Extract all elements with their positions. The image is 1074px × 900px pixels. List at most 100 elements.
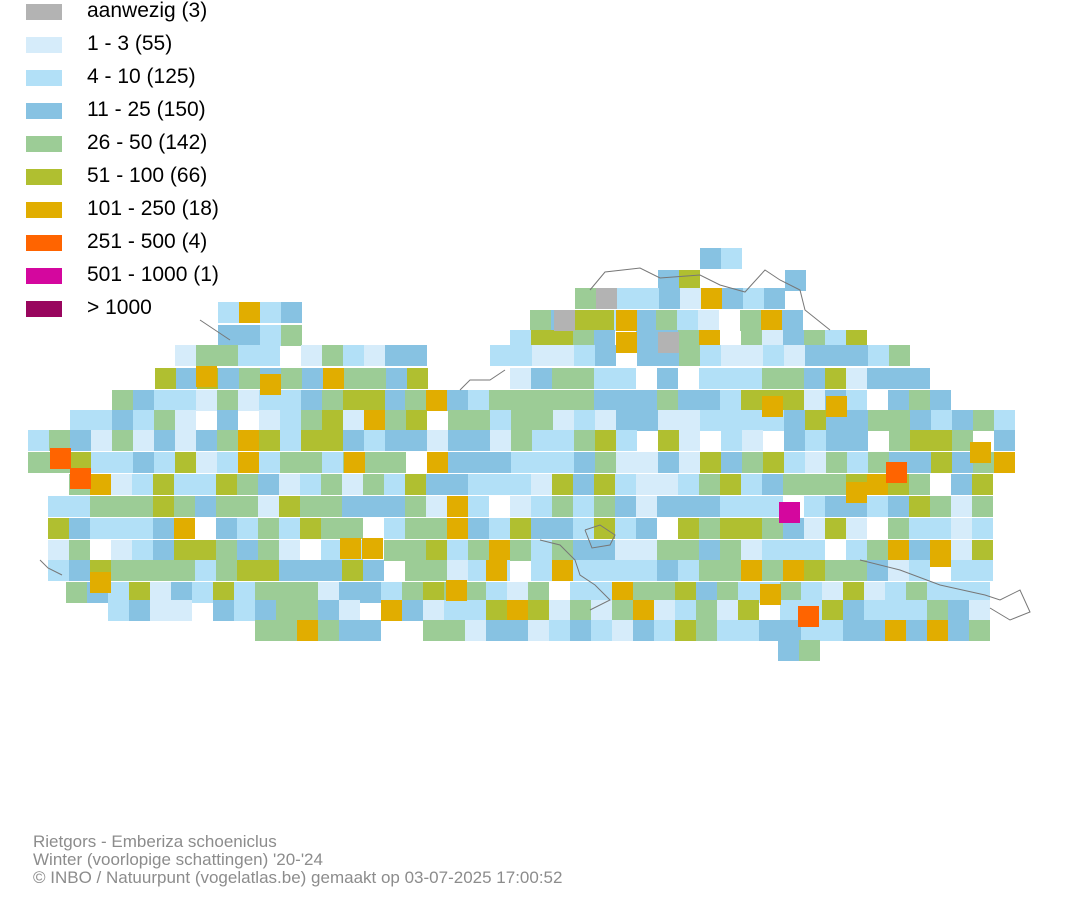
- grid-cell: [678, 496, 699, 517]
- grid-cell: [867, 474, 888, 495]
- grid-cell: [238, 345, 259, 366]
- grid-cell: [658, 430, 679, 451]
- grid-cell: [846, 368, 867, 389]
- grid-cell: [255, 620, 276, 641]
- grid-cell: [259, 390, 280, 411]
- grid-cell: [300, 518, 321, 539]
- grid-cell: [760, 584, 781, 605]
- legend-label: 101 - 250 (18): [87, 197, 219, 220]
- grid-cell: [633, 620, 654, 641]
- grid-cell: [742, 410, 763, 431]
- grid-cell: [90, 572, 111, 593]
- legend-swatch: [26, 70, 62, 86]
- grid-cell: [322, 390, 343, 411]
- grid-cell: [259, 345, 280, 366]
- grid-cell: [239, 368, 260, 389]
- grid-cell: [213, 600, 234, 621]
- grid-cell: [301, 430, 322, 451]
- grid-cell: [951, 518, 972, 539]
- grid-cell: [465, 620, 486, 641]
- grid-cell: [108, 600, 129, 621]
- grid-cell: [822, 600, 843, 621]
- grid-cell: [532, 452, 553, 473]
- grid-cell: [364, 430, 385, 451]
- grid-cell: [280, 410, 301, 431]
- grid-cell: [486, 582, 507, 603]
- grid-cell: [531, 560, 552, 581]
- grid-cell: [218, 302, 239, 323]
- grid-cell: [132, 474, 153, 495]
- grid-cell: [594, 496, 615, 517]
- grid-cell: [930, 390, 951, 411]
- legend-label: 501 - 1000 (1): [87, 263, 219, 286]
- grid-cell: [554, 310, 575, 331]
- grid-cell: [90, 496, 111, 517]
- grid-cell: [279, 540, 300, 561]
- grid-cell: [678, 560, 699, 581]
- grid-cell: [759, 620, 780, 641]
- grid-cell: [761, 310, 782, 331]
- grid-cell: [196, 345, 217, 366]
- grid-cell: [360, 582, 381, 603]
- grid-cell: [511, 430, 532, 451]
- grid-cell: [171, 600, 192, 621]
- grid-cell: [612, 600, 633, 621]
- grid-cell: [764, 288, 785, 309]
- grid-cell: [804, 518, 825, 539]
- grid-cell: [780, 582, 801, 603]
- grid-cell: [951, 560, 972, 581]
- grid-cell: [762, 474, 783, 495]
- grid-cell: [948, 620, 969, 641]
- grid-cell: [153, 540, 174, 561]
- grid-cell: [217, 345, 238, 366]
- grid-cell: [174, 474, 195, 495]
- grid-cell: [762, 560, 783, 581]
- grid-cell: [532, 345, 553, 366]
- grid-cell: [384, 496, 405, 517]
- grid-cell: [363, 496, 384, 517]
- grid-cell: [339, 582, 360, 603]
- grid-cell: [721, 452, 742, 473]
- grid-cell: [679, 410, 700, 431]
- grid-cell: [405, 518, 426, 539]
- grid-cell: [742, 452, 763, 473]
- grid-cell: [889, 410, 910, 431]
- grid-cell: [279, 560, 300, 581]
- grid-cell: [951, 474, 972, 495]
- grid-cell: [260, 374, 281, 395]
- grid-cell: [213, 582, 234, 603]
- grid-cell: [239, 325, 260, 346]
- grid-cell: [594, 540, 615, 561]
- grid-cell: [321, 474, 342, 495]
- grid-cell: [112, 390, 133, 411]
- grid-cell: [763, 345, 784, 366]
- grid-cell: [112, 430, 133, 451]
- grid-cell: [552, 496, 573, 517]
- grid-cell: [636, 474, 657, 495]
- grid-cell: [906, 582, 927, 603]
- grid-cell: [133, 390, 154, 411]
- grid-cell: [238, 452, 259, 473]
- source-label: © INBO / Natuurpunt (vogelatlas.be) gema…: [33, 868, 563, 887]
- grid-cell: [259, 430, 280, 451]
- grid-cell: [678, 518, 699, 539]
- grid-cell: [867, 540, 888, 561]
- grid-cell: [762, 496, 783, 517]
- grid-cell: [717, 600, 738, 621]
- grid-cell: [237, 496, 258, 517]
- grid-cell: [591, 620, 612, 641]
- grid-cell: [804, 368, 825, 389]
- grid-cell: [846, 560, 867, 581]
- grid-cell: [426, 390, 447, 411]
- grid-cell: [259, 410, 280, 431]
- grid-cell: [258, 540, 279, 561]
- grid-cell: [826, 430, 847, 451]
- grid-cell: [847, 452, 868, 473]
- legend-swatch: [26, 268, 62, 284]
- grid-cell: [91, 410, 112, 431]
- grid-cell: [615, 518, 636, 539]
- grid-cell: [679, 345, 700, 366]
- grid-cell: [679, 452, 700, 473]
- grid-cell: [615, 496, 636, 517]
- grid-cell: [783, 518, 804, 539]
